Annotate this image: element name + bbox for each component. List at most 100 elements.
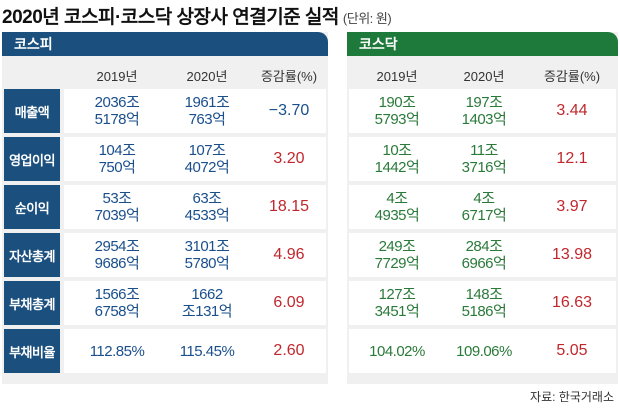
- kosdaq-2020-value: 11조 3716억: [439, 142, 529, 176]
- kosdaq-2020-value: 197조 1403억: [439, 94, 529, 128]
- kosdaq-change-value: 3.97: [556, 198, 588, 215]
- row-label: 영업이익: [4, 137, 60, 181]
- kospi-2019-value: 2954조 9686억: [72, 238, 162, 272]
- kosdaq-2019-value-line: 249조: [378, 238, 416, 255]
- kosdaq-2020-value-line: 284조: [465, 238, 503, 255]
- kosdaq-2020-value: 4조 6717억: [439, 190, 529, 224]
- kospi-2020-value-line: 63조: [192, 190, 223, 207]
- kospi-2020-value-line: 1662: [191, 286, 223, 303]
- kosdaq-2020-value: 148조 5186억: [439, 286, 529, 320]
- kosdaq-header-2020: 2020년: [463, 69, 505, 84]
- kospi-2020-value: 107조 4072억: [162, 142, 252, 176]
- kospi-2020-value: 1961조 763억: [162, 94, 252, 128]
- kospi-header-2020: 2020년: [186, 69, 228, 84]
- kosdaq-2019-value: 104.02%: [352, 343, 442, 360]
- kospi-row-card: [64, 329, 326, 373]
- kosdaq-change-value: 12.1: [556, 150, 588, 167]
- kosdaq-2019-value-line: 1442억: [374, 159, 420, 176]
- kosdaq-2019-value-line: 127조: [378, 286, 416, 303]
- kosdaq-2020-value-line: 11조: [470, 142, 498, 159]
- kospi-change-value: 18.15: [268, 198, 310, 215]
- kospi-2019-value-line: 6758억: [94, 303, 140, 320]
- kosdaq-2019-value-line: 5793억: [374, 111, 420, 128]
- kospi-2020-value-line: 1961조: [184, 94, 230, 111]
- title-text: 2020년 코스피·코스닥 상장사 연결기준 실적: [2, 7, 339, 28]
- kospi-2019-value-line: 2036조: [94, 94, 140, 111]
- kosdaq-2019-value: 190조 5793억: [352, 94, 442, 128]
- kosdaq-2019-value-line: 10조: [382, 142, 413, 159]
- kospi-2019-value-line: 1566조: [94, 286, 140, 303]
- kosdaq-2020-value-line: 6966억: [461, 255, 507, 272]
- kospi-2019-value: 1566조 6758억: [72, 286, 162, 320]
- kosdaq-2019-value-line: 104.02%: [369, 343, 425, 360]
- kospi-2019-value: 104조 750억: [72, 142, 162, 176]
- kosdaq-2019-value-line: 4935억: [374, 207, 420, 224]
- kosdaq-2020-value-line: 3716억: [461, 159, 507, 176]
- kospi-banner: 코스피: [2, 32, 328, 56]
- kosdaq-header-change: 증감률(%): [543, 69, 601, 84]
- kospi-change-value: 4.96: [273, 246, 305, 263]
- kosdaq-2020-value-line: 4조: [473, 190, 495, 207]
- kosdaq-2019-value: 249조 7729억: [352, 238, 442, 272]
- kospi-2019-value-line: 53조: [102, 190, 133, 207]
- kosdaq-2019-value: 127조 3451억: [352, 286, 442, 320]
- kospi-2020-value: 115.45%: [162, 343, 252, 360]
- kospi-2020-value: 3101조 5780억: [162, 238, 252, 272]
- page-title: 2020년 코스피·코스닥 상장사 연결기준 실적 (단위: 원): [2, 2, 392, 29]
- kospi-row-card: [64, 89, 326, 133]
- kospi-2020-value-line: 조131억: [181, 303, 233, 320]
- source-note: 자료: 한국거래소: [530, 390, 614, 404]
- kospi-2020-value-line: 3101조: [184, 238, 230, 255]
- kospi-section: 코스피 2019년 2020년 증감률(%) 매출액 2036조 5178억 1961…: [2, 32, 328, 384]
- kospi-row-card: [64, 137, 326, 181]
- kospi-2019-value: 2036조 5178억: [72, 94, 162, 128]
- row-label: 자산총계: [4, 233, 60, 277]
- kosdaq-row-card: [349, 281, 616, 325]
- kosdaq-banner: 코스닥: [347, 32, 618, 56]
- kospi-2020-value-line: 4072억: [184, 159, 230, 176]
- kospi-change-value: 6.09: [273, 294, 305, 311]
- kospi-2019-value-line: 104조: [98, 142, 136, 159]
- kospi-2019-value-line: 2954조: [94, 238, 140, 255]
- kosdaq-2019-value-line: 7729억: [374, 255, 420, 272]
- kospi-header-2019: 2019년: [96, 69, 138, 84]
- kospi-row-card: [64, 233, 326, 277]
- kospi-change-value: −3.70: [268, 102, 310, 119]
- kospi-change-value: 3.20: [273, 150, 305, 167]
- kosdaq-2019-value-line: 3451억: [374, 303, 420, 320]
- kosdaq-header-2019: 2019년: [376, 69, 418, 84]
- kospi-row-card: [64, 281, 326, 325]
- kosdaq-2020-value-line: 6717억: [461, 207, 507, 224]
- kosdaq-row-card: [349, 233, 616, 277]
- kospi-2019-value-line: 9686억: [94, 255, 140, 272]
- kospi-2019-value-line: 7039억: [94, 207, 140, 224]
- kospi-2019-value-line: 112.85%: [89, 343, 145, 360]
- kospi-2019-value: 112.85%: [72, 343, 162, 360]
- kosdaq-2020-value-line: 148조: [465, 286, 503, 303]
- kosdaq-change-value: 13.98: [551, 246, 593, 263]
- kosdaq-row-card: [349, 137, 616, 181]
- kospi-header-change: 증감률(%): [260, 69, 318, 84]
- kosdaq-2019-value-line: 190조: [378, 94, 416, 111]
- kospi-row-card: [64, 185, 326, 229]
- row-label: 부채비율: [4, 329, 60, 373]
- kosdaq-2020-value: 109.06%: [439, 343, 529, 360]
- kosdaq-change-value: 5.05: [556, 342, 588, 359]
- kospi-2019-value: 53조 7039억: [72, 190, 162, 224]
- kosdaq-section: 코스닥 2019년 2020년 증감률(%) 190조 5793억 197조 1403…: [347, 32, 618, 384]
- kosdaq-row-card: [349, 185, 616, 229]
- kosdaq-2020-value: 284조 6966억: [439, 238, 529, 272]
- kosdaq-2019-value: 4조 4935억: [352, 190, 442, 224]
- kospi-2020-value: 1662 조131억: [162, 286, 252, 320]
- kosdaq-2020-value-line: 1403억: [461, 111, 507, 128]
- kospi-2020-value-line: 107조: [188, 142, 226, 159]
- kosdaq-2020-value-line: 197조: [465, 94, 503, 111]
- kospi-2019-value-line: 750억: [98, 159, 136, 176]
- kosdaq-2020-value-line: 109.06%: [456, 343, 512, 360]
- kospi-2020-value: 63조 4533억: [162, 190, 252, 224]
- unit-note: (단위: 원): [342, 11, 392, 26]
- kospi-2020-value-line: 4533억: [184, 207, 230, 224]
- kospi-2020-value-line: 115.45%: [179, 343, 235, 360]
- kosdaq-row-card: [349, 329, 616, 373]
- kospi-change-value: 2.60: [273, 342, 305, 359]
